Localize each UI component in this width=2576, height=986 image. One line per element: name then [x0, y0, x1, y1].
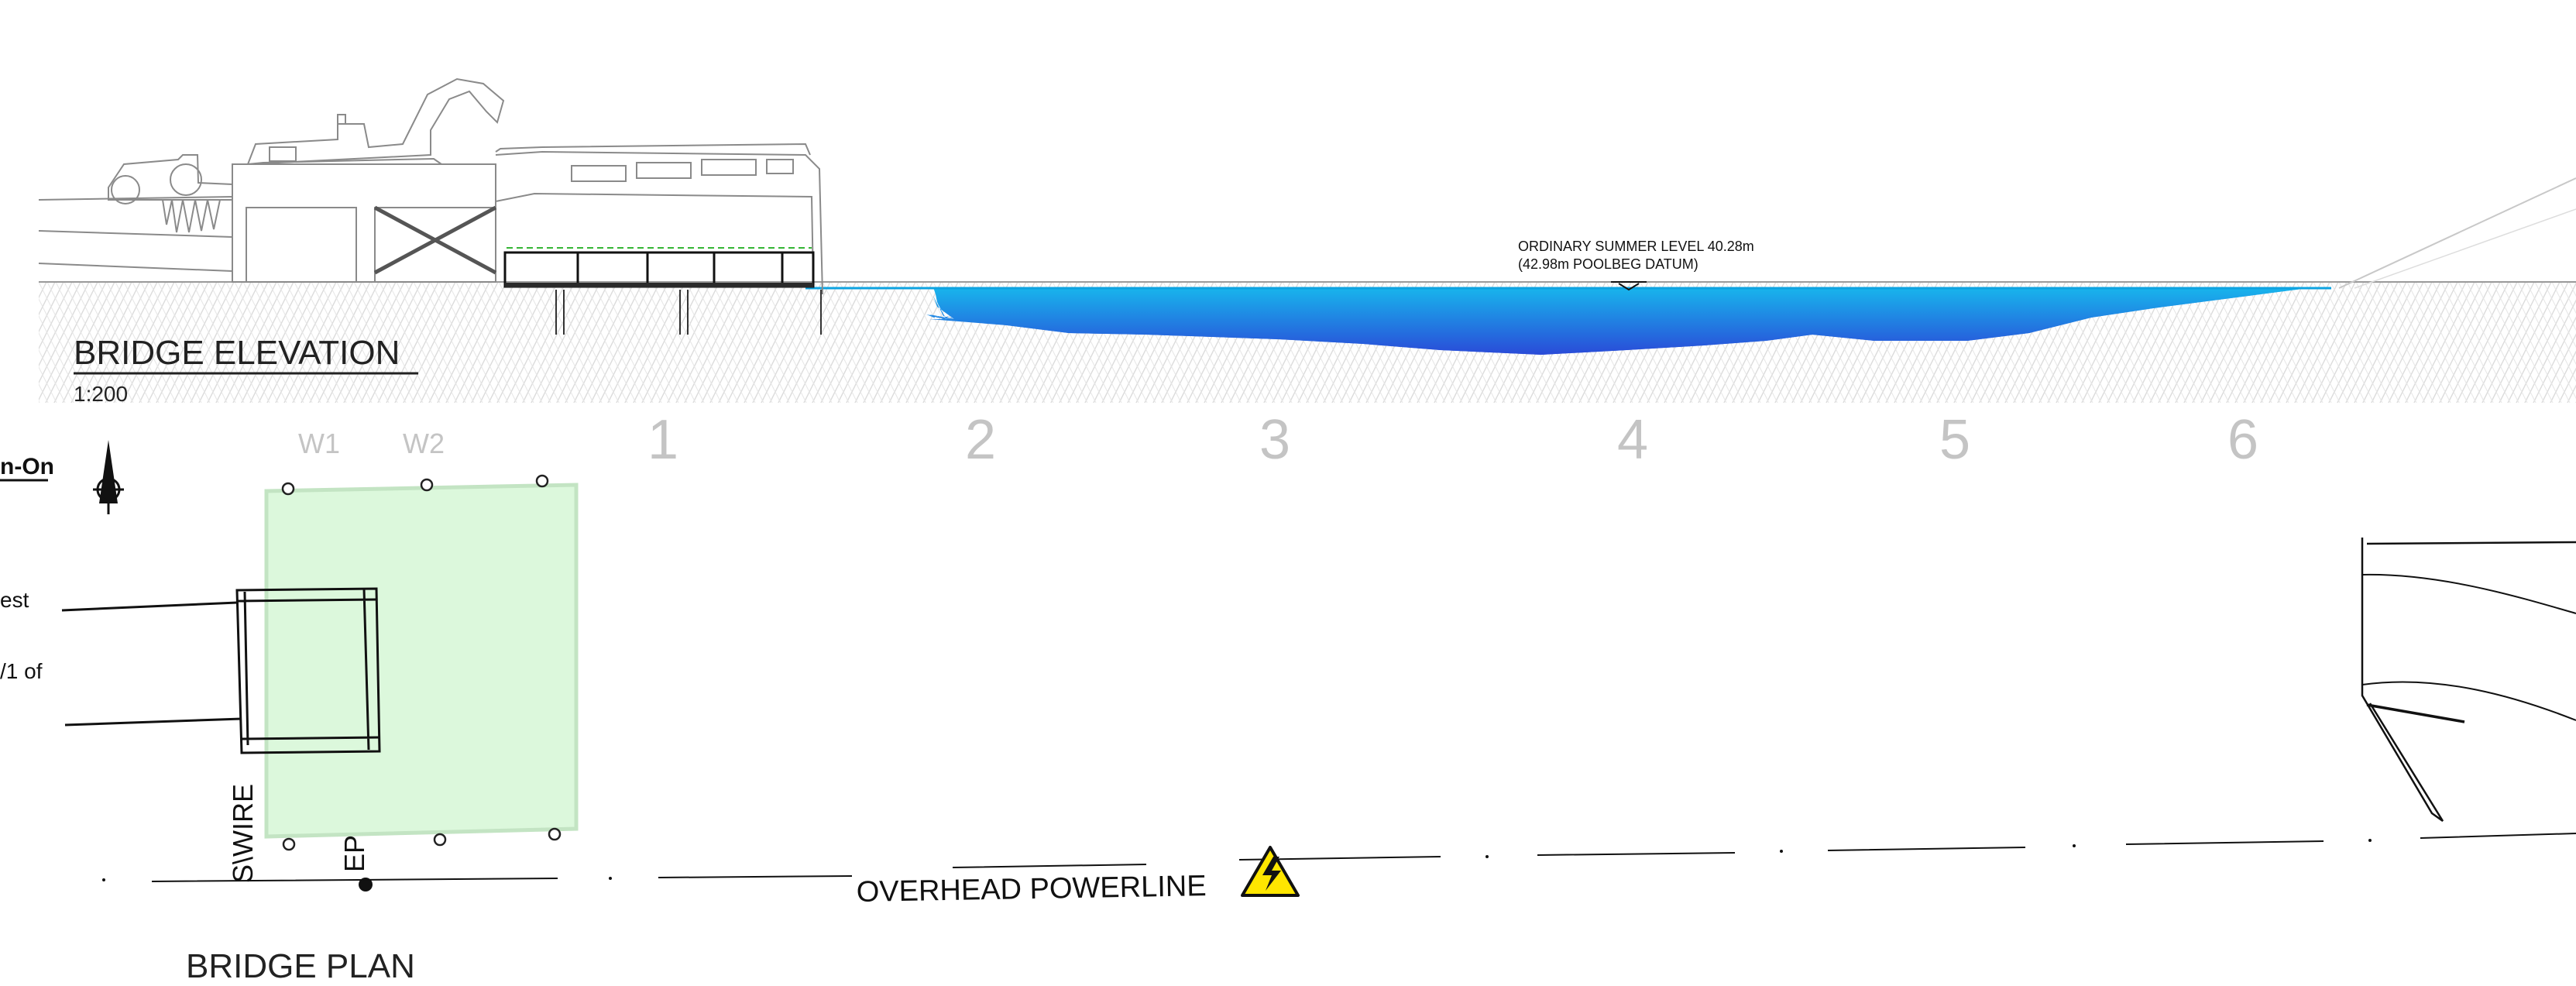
water-level-marker	[1611, 281, 1647, 291]
grid-label-6: 6	[2227, 409, 2258, 471]
elevation-title: BRIDGE ELEVATION	[74, 334, 400, 372]
note-fragment-2: est	[0, 588, 29, 612]
crane-pad	[61, 587, 381, 754]
bridge-plan: W1 W2 1 2 3 4 5 6 n-On est /1 of	[0, 409, 2576, 985]
site-works-left	[38, 77, 823, 295]
electrical-hazard-icon	[1241, 846, 1300, 897]
right-structure	[2361, 538, 2576, 823]
grid-label-w2: W2	[403, 428, 445, 459]
wire-label: S\WIRE	[227, 784, 259, 883]
right-embankment	[2338, 177, 2576, 289]
bridge-pontoon	[503, 247, 822, 335]
grid-label-2: 2	[965, 409, 996, 471]
grid-label-3: 3	[1259, 409, 1290, 471]
powerline-dots	[102, 839, 2372, 881]
elevation-scale: 1:200	[74, 382, 128, 406]
overhead-powerline	[151, 833, 2576, 882]
water-level-label-1: ORDINARY SUMMER LEVEL 40.28m	[1518, 239, 1754, 254]
grid-label-1: 1	[647, 409, 678, 471]
plan-title: BRIDGE PLAN	[186, 947, 415, 985]
working-platform	[264, 483, 579, 839]
powerline-label: OVERHEAD POWERLINE	[856, 870, 1207, 909]
water-level-label-2: (42.98m POOLBEG DATUM)	[1518, 256, 1698, 272]
grid-label-w1: W1	[298, 428, 340, 459]
platform-marker-points	[281, 474, 562, 851]
note-fragment-1: n-On	[0, 454, 54, 479]
note-fragment-3: /1 of	[0, 659, 43, 683]
grid-label-5: 5	[1939, 409, 1970, 471]
north-arrow-icon	[93, 440, 124, 514]
ep-point	[359, 878, 373, 892]
bridge-elevation: ORDINARY SUMMER LEVEL 40.28m (42.98m POO…	[38, 77, 2576, 406]
ep-label: EP	[338, 835, 370, 872]
grid-label-4: 4	[1617, 409, 1648, 471]
